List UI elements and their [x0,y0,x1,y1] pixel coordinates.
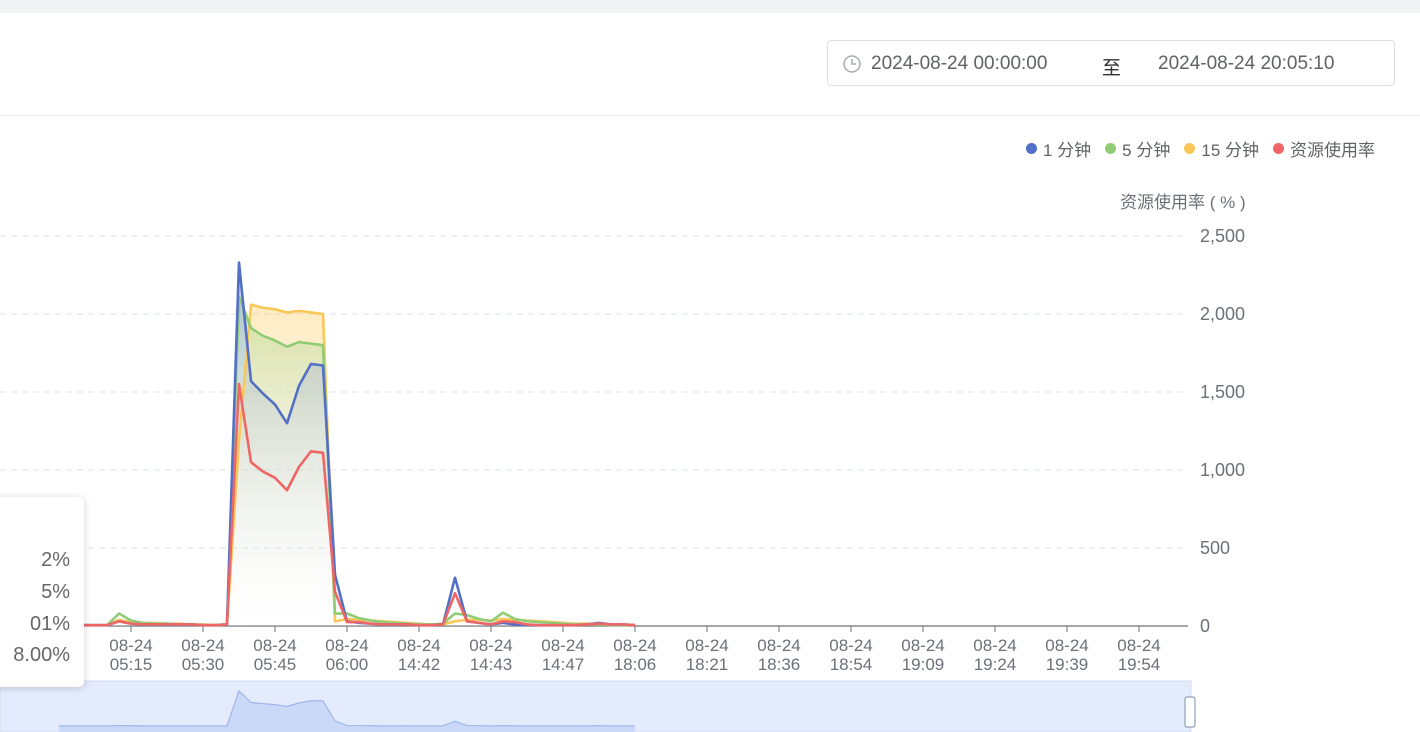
zoom-overview-area [59,691,635,732]
series-line-usage [58,382,636,627]
x-tick-label-date: 08-24 [973,636,1016,655]
x-tick-label-date: 08-24 [397,636,440,655]
toolbar: 2024-08-24 00:00:00 至 2024-08-24 20:05:1… [0,13,1420,116]
zoom-overview-line [58,689,636,727]
x-tick-label-time: 14:43 [470,655,513,674]
area-5min [59,296,635,626]
x-tick-label-date: 08-24 [1117,636,1160,655]
area-15min [59,304,635,626]
chart-legend: 1 分钟 5 分钟 15 分钟 资源使用率 [1025,136,1375,161]
range-start-input[interactable]: 2024-08-24 00:00:00 [871,53,1048,74]
y-axis-title: 资源使用率 ( % ) [1120,192,1246,212]
legend-dot-usage [1273,143,1284,154]
legend-item-15min[interactable]: 15 分钟 [1184,136,1259,161]
legend-label-5min: 5 分钟 [1122,141,1171,160]
x-tick-label-time: 19:24 [974,655,1017,674]
series-line-15min [58,303,636,627]
y-tick-label: 0 [1200,616,1210,636]
x-tick-label-date: 08-24 [181,636,224,655]
x-tick-label-time: 18:21 [686,655,729,674]
x-tick-label-time: 18:36 [758,655,801,674]
range-end-input[interactable]: 2024-08-24 20:05:10 [1158,53,1335,74]
clock-icon [843,55,861,73]
x-tick-label-date: 08-24 [901,636,944,655]
x-tick-label-time: 05:15 [110,655,153,674]
x-tick-label-time: 19:54 [1118,655,1161,674]
legend-dot-1min [1025,143,1037,154]
x-tick-label-date: 08-24 [1045,636,1088,655]
x-tick-label-time: 06:00 [326,655,369,674]
tooltip-value-1min: 2% [41,549,70,571]
x-tick-label-date: 08-24 [685,636,728,655]
x-tick-label-time: 19:39 [1046,655,1089,674]
x-tick-label-date: 08-24 [325,636,368,655]
series-line-5min [58,295,635,627]
x-tick-label-time: 05:45 [254,655,297,674]
x-tick-label-date: 08-24 [469,636,512,655]
x-tick-label-time: 14:42 [398,655,441,674]
x-tick-label-time: 14:47 [542,655,585,674]
legend-item-1min[interactable]: 1 分钟 [1025,136,1092,161]
x-tick-label-time: 05:30 [182,655,225,674]
x-tick-label-date: 08-24 [757,636,800,655]
area-1min [59,262,635,626]
x-tick-label-date: 08-24 [541,636,584,655]
x-tick-label-time: 18:06 [614,655,657,674]
legend-item-usage[interactable]: 资源使用率 [1273,136,1375,161]
x-tick-label-date: 08-24 [829,636,872,655]
date-range-picker[interactable]: 2024-08-24 00:00:00 至 2024-08-24 20:05:1… [827,40,1395,86]
legend-label-1min: 1 分钟 [1042,141,1092,160]
series-line-1min [58,261,636,627]
legend-label-15min: 15 分钟 [1201,141,1259,160]
x-tick-label-date: 08-24 [613,636,656,655]
y-tick-label: 500 [1200,538,1230,558]
legend-dot-15min [1184,143,1196,154]
y-tick-label: 2,000 [1200,304,1245,324]
x-tick-label-date: 08-24 [109,636,152,655]
legend-dot-5min [1105,143,1117,154]
range-separator: 至 [1102,58,1122,79]
tooltip-value-15min: 01% [29,613,70,635]
zoom-slider-background [0,680,1192,732]
legend-label-usage: 资源使用率 [1290,141,1375,160]
legend-item-5min[interactable]: 5 分钟 [1105,136,1170,161]
x-tick-label-time: 19:09 [902,655,945,674]
x-tick-label-date: 08-24 [253,636,296,655]
y-tick-label: 1,000 [1200,460,1245,480]
chart-tooltip: 2% 5% 01% 8.00% [0,497,84,687]
zoom-slider-handle[interactable] [1184,696,1196,728]
x-tick-label-time: 18:54 [830,655,873,674]
y-tick-label: 1,500 [1200,382,1245,402]
tooltip-value-usage: 8.00% [13,644,70,666]
tooltip-value-5min: 5% [41,581,70,603]
y-tick-label: 2,500 [1200,226,1245,246]
